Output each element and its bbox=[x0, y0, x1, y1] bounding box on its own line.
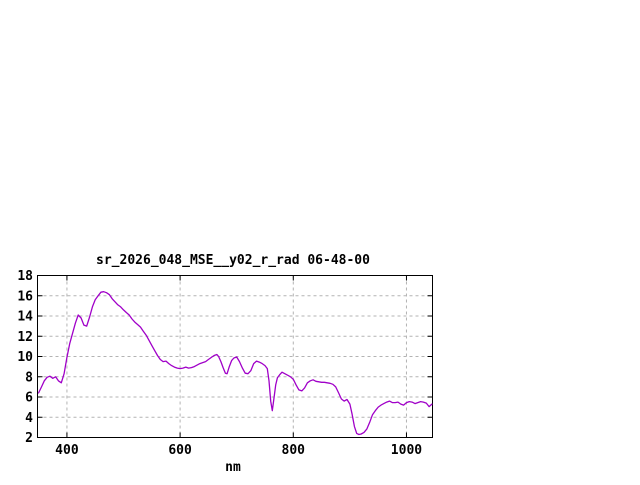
y-tick-label: 6 bbox=[25, 391, 33, 406]
y-tick-label: 14 bbox=[17, 310, 33, 325]
y-tick-label: 18 bbox=[17, 269, 33, 284]
chart-title: sr_2026_048_MSE__y02_r_rad 06-48-00 bbox=[96, 253, 370, 268]
y-tick-labels: 2 4 6 8 10 12 14 16 18 bbox=[17, 269, 33, 446]
x-tick-label: 1000 bbox=[391, 443, 422, 458]
x-tick-labels: 400 600 800 1000 bbox=[55, 443, 422, 458]
series-sr_2026_048_MSE__y02_r_rad bbox=[37, 291, 433, 436]
axis-ticks bbox=[37, 275, 433, 438]
y-tick-label: 12 bbox=[17, 330, 33, 345]
y-tick-label: 4 bbox=[25, 411, 33, 426]
radiance-curve bbox=[37, 291, 433, 436]
y-tick-label: 8 bbox=[25, 370, 33, 385]
x-tick-label: 800 bbox=[282, 443, 306, 458]
y-tick-label: 2 bbox=[25, 431, 33, 446]
x-tick-label: 400 bbox=[55, 443, 79, 458]
y-tick-label: 10 bbox=[17, 350, 33, 365]
x-tick-label: 600 bbox=[168, 443, 192, 458]
y-tick-label: 16 bbox=[17, 289, 33, 304]
x-axis-label: nm bbox=[225, 460, 241, 475]
